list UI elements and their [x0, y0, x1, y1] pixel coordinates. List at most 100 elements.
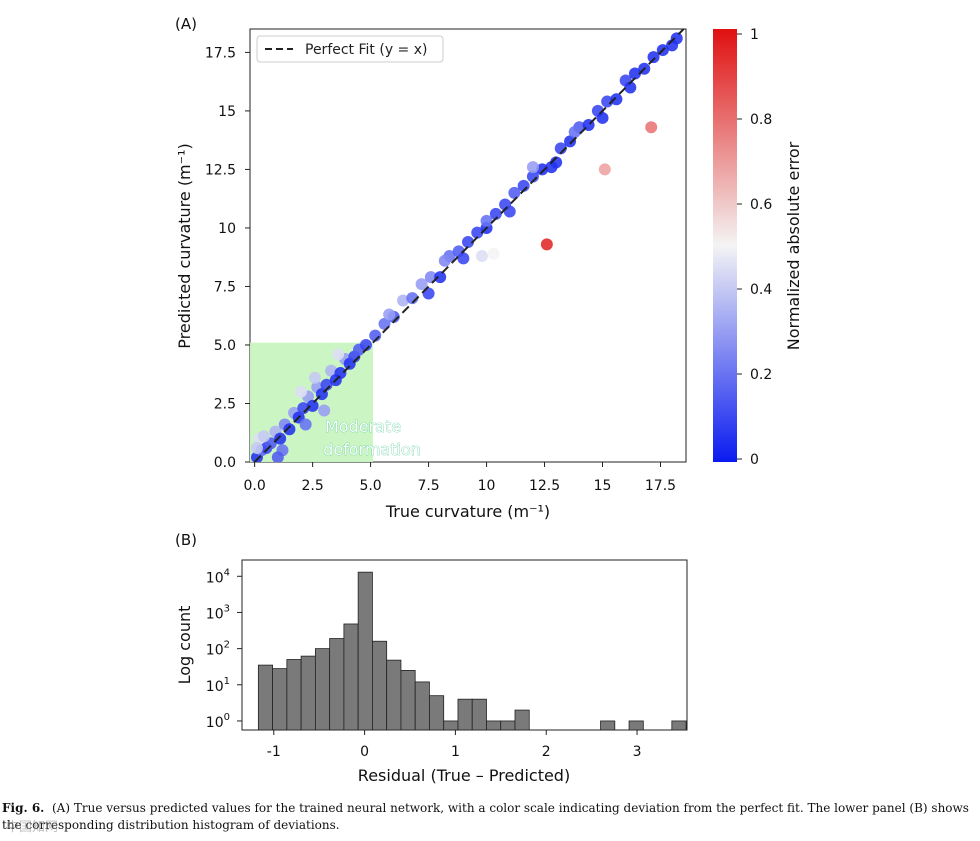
- x-tick-label-a: 15: [594, 478, 612, 494]
- watermark: 中国知网: [6, 820, 59, 835]
- scatter-point: [438, 254, 451, 267]
- scatter-point: [250, 441, 263, 454]
- y-tick-label-b: 100: [206, 712, 230, 731]
- colorbar-tick-label: 1: [750, 27, 759, 43]
- scatter-point: [596, 111, 609, 124]
- y-tick-label-a: 5.0: [214, 338, 236, 354]
- scatter-point: [383, 308, 396, 321]
- histogram-bar: [257, 664, 274, 731]
- histogram-bar: [600, 720, 616, 731]
- scatter-point: [624, 81, 637, 94]
- x-tick-label-b: 0: [360, 744, 369, 760]
- colorbar-tick-label: 0.8: [750, 112, 772, 128]
- scatter-point: [308, 371, 321, 384]
- x-tick-label-a: 17.5: [645, 478, 676, 494]
- x-tick-label-a: 12.5: [529, 478, 560, 494]
- y-tick-label-a: 17.5: [205, 45, 236, 61]
- x-tick-label-a: 2.5: [301, 478, 323, 494]
- x-tick-label-b: 3: [633, 744, 642, 760]
- histogram-bar: [386, 659, 402, 731]
- histogram-bar: [272, 668, 288, 731]
- scatter-point: [334, 367, 347, 380]
- y-tick-label-a: 10: [218, 221, 236, 237]
- y-tick-label-b: 102: [206, 640, 230, 659]
- scatter-point: [318, 404, 331, 417]
- scatter-point: [610, 93, 623, 106]
- scatter-point: [306, 399, 319, 412]
- scatter-plot: Moderate deformation Perfect Fit (y = x)…: [175, 28, 687, 521]
- histogram-bar: [443, 720, 459, 731]
- colorbar-tick-label: 0: [750, 452, 759, 468]
- scatter-point: [540, 238, 553, 251]
- histogram: -1 0 1 2 3 104 103 102 101 100 Residual (True – …: [175, 559, 688, 785]
- histogram-bar: [514, 709, 530, 731]
- x-tick-label-a: 7.5: [417, 478, 439, 494]
- histogram-bar: [628, 720, 644, 731]
- y-axis-label-a: Predicted curvature (m⁻¹): [175, 143, 194, 348]
- histogram-bar: [314, 648, 331, 731]
- x-tick-label-b: -1: [267, 744, 281, 760]
- histogram-bar: [343, 623, 359, 731]
- figure-caption: Fig. 6. (A) True versus predicted values…: [2, 800, 977, 834]
- histogram-bar: [329, 638, 345, 731]
- y-tick-label-b: 103: [206, 603, 230, 622]
- scatter-point: [475, 250, 488, 263]
- scatter-point: [299, 418, 312, 431]
- histogram-bar: [500, 720, 516, 731]
- colorbar-tick-label: 0.6: [750, 197, 772, 213]
- histogram-bar: [414, 681, 430, 731]
- histogram-bar: [457, 698, 473, 731]
- scatter-point: [645, 121, 658, 134]
- y-tick-label-a: 15: [218, 104, 236, 120]
- colorbar-gradient: [713, 29, 737, 462]
- scatter-point: [434, 271, 447, 284]
- colorbar-tick-label: 0.2: [750, 367, 772, 383]
- y-tick-label-a: 12.5: [205, 162, 236, 178]
- y-tick-label-b: 104: [206, 567, 230, 586]
- histogram-bar: [286, 659, 302, 731]
- scatter-point: [257, 430, 270, 443]
- scatter-point: [283, 423, 296, 436]
- panel-a-label: (A): [175, 15, 197, 33]
- scatter-point: [598, 163, 611, 176]
- scatter-point: [397, 294, 410, 307]
- perfect-fit-line: [253, 29, 686, 462]
- histogram-bar: [372, 640, 388, 731]
- legend-label: Perfect Fit (y = x): [305, 42, 427, 58]
- caption-text: (A) True versus predicted values for the…: [2, 801, 969, 832]
- colorbar-label: Normalized absolute error: [784, 141, 803, 350]
- panel-b-label: (B): [175, 531, 197, 549]
- region-label-line1: Moderate: [325, 417, 401, 436]
- scatter-point: [462, 235, 474, 248]
- histogram-bar: [671, 720, 687, 731]
- scatter-point: [564, 135, 577, 148]
- histogram-bar: [471, 698, 487, 731]
- figure: (A) Moderate deformation Perfect Fit (y …: [175, 15, 803, 785]
- x-tick-label-a: 10: [478, 478, 496, 494]
- y-tick-label-a: 0.0: [214, 455, 236, 471]
- scatter-point: [670, 32, 683, 45]
- caption-label: Fig. 6.: [2, 801, 45, 815]
- scatter-point: [508, 186, 521, 199]
- scatter-point: [471, 226, 484, 239]
- histogram-bar: [400, 669, 416, 731]
- scatter-point: [647, 51, 660, 64]
- y-tick-label-a: 7.5: [214, 279, 236, 295]
- scatter-point: [457, 252, 470, 265]
- x-tick-label-b: 2: [542, 744, 551, 760]
- scatter-point: [536, 163, 549, 176]
- histogram-bar: [486, 720, 502, 731]
- scatter-point: [295, 385, 308, 398]
- histogram-bar: [429, 695, 445, 731]
- scatter-point: [271, 451, 284, 462]
- x-axis-label-b: Residual (True – Predicted): [358, 766, 570, 785]
- scatter-point: [526, 161, 539, 174]
- scatter-point: [628, 67, 641, 80]
- histogram-bar: [357, 571, 373, 731]
- scatter-point: [489, 207, 502, 220]
- y-tick-label-a: 2.5: [214, 396, 236, 412]
- colorbar-tick-label: 0.4: [750, 282, 772, 298]
- x-tick-label-a: 0.0: [244, 478, 266, 494]
- scatter-point: [480, 214, 493, 227]
- x-axis-label-a: True curvature (m⁻¹): [385, 502, 550, 521]
